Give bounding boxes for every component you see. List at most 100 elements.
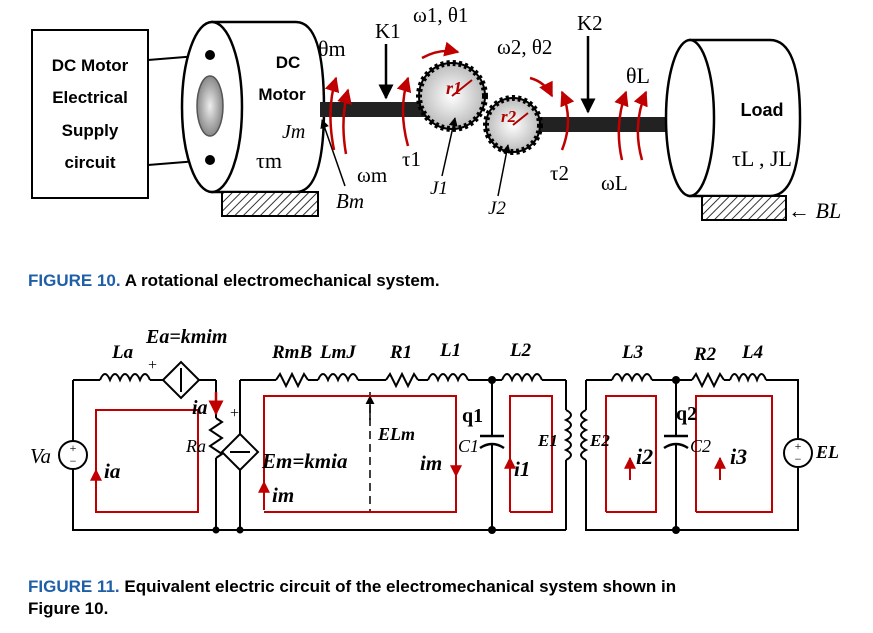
label-Ea: Ea=kmim: [145, 326, 227, 348]
label-L2: L2: [509, 340, 532, 361]
label-i2: i2: [636, 444, 653, 469]
load-body: [688, 38, 802, 198]
inductor-L2: [501, 373, 543, 383]
rot-arrow-omega2: [529, 76, 554, 98]
caption-figure-11: FIGURE 11. Equivalent electric circuit o…: [28, 576, 676, 620]
label-jm: Jm: [282, 121, 305, 143]
label-L1: L1: [439, 340, 461, 361]
wire-left-loop: [72, 380, 240, 531]
rot-arrow-tau2: [560, 90, 575, 151]
rot-arrow-theta-m: [324, 76, 340, 151]
loop-i1: [509, 395, 553, 513]
loop-i2: [605, 395, 657, 513]
label-omega1-theta1: ω1, θ1: [413, 3, 468, 27]
label-theta-m: θm: [318, 36, 346, 61]
label-ia-loop: ia: [104, 459, 120, 483]
coil-E2: [580, 409, 589, 461]
label-im-right: im: [420, 451, 442, 475]
label-q1: q1: [462, 405, 483, 427]
label-tauL-JL: τL , JL: [732, 146, 792, 171]
caption-11-text-2: Figure 10.: [28, 599, 109, 618]
loop-im: [263, 395, 457, 513]
rot-arrow-thetaL: [614, 90, 629, 161]
label-ia-src: ia: [192, 397, 208, 419]
rot-arrow-omega-m: [337, 88, 352, 155]
coil-E1: [563, 409, 572, 461]
inductor-LmJ: [317, 373, 359, 383]
label-plus-a: +: [148, 357, 157, 374]
label-tau2: τ2: [550, 161, 569, 185]
label-Ra: Ra: [185, 436, 206, 456]
rot-arrow-omegaL: [633, 90, 648, 161]
label-tau-m: τm: [256, 148, 282, 173]
label-Bm: Bm: [336, 189, 364, 213]
label-C1: C1: [458, 436, 479, 456]
terminal-top: [205, 50, 215, 60]
node-left-bottom: [212, 526, 220, 534]
rot-arrow-omega1: [421, 41, 460, 60]
label-q2: q2: [676, 403, 697, 425]
pointer-J2: [497, 144, 511, 197]
resistor-R2: [691, 371, 725, 389]
shaft-gear2-load: [530, 117, 690, 132]
label-Em: Em=kmia: [261, 449, 347, 473]
label-plus-m: +: [230, 405, 239, 422]
figure-10: DC Motor Electrical Supply circuit DC Mo…: [31, 3, 841, 223]
motor-core: [196, 75, 224, 137]
pointer-J1: [441, 117, 458, 177]
label-R1: R1: [389, 342, 412, 363]
supply-line-4: circuit: [64, 153, 115, 172]
terminal-bottom: [205, 155, 215, 165]
pointer-Bm: [320, 119, 346, 187]
resistor-Ra: [208, 417, 224, 459]
caption-11-text: Equivalent electric circuit of the elect…: [124, 577, 677, 596]
loop-i3: [695, 395, 773, 513]
gear-2-teeth: [483, 95, 543, 155]
label-K1: K1: [375, 19, 401, 43]
label-omega-m: ωm: [357, 163, 387, 187]
load-base: [701, 195, 787, 221]
motor-base: [221, 191, 319, 217]
resistor-RmB: [275, 371, 309, 389]
node-q2-bottom: [672, 526, 680, 534]
label-C2: C2: [690, 436, 711, 456]
loop-ia: [95, 409, 199, 513]
load-face: [664, 38, 716, 198]
label-i3: i3: [730, 444, 747, 469]
caption-10-label: FIGURE 10.: [28, 271, 121, 290]
node-mid-bottom: [236, 526, 244, 534]
inductor-L1: [427, 373, 469, 383]
node-q1-bottom: [488, 526, 496, 534]
caption-figure-10: FIGURE 10. A rotational electromechanica…: [28, 270, 440, 292]
label-LmJ: LmJ: [319, 342, 356, 363]
label-theta-L: θL: [626, 63, 650, 88]
gear-1-teeth: [416, 60, 488, 132]
label-omega2-theta2: ω2, θ2: [497, 35, 552, 59]
gear-1-radius: [451, 79, 473, 97]
label-E2: E2: [589, 431, 610, 450]
inductor-La: [99, 373, 151, 383]
motor-label-motor: Motor: [258, 85, 306, 104]
label-La: La: [111, 342, 134, 363]
wire-right-loop: [585, 379, 799, 531]
load-label: Load: [741, 100, 784, 120]
supply-line-1: DC Motor: [52, 56, 129, 75]
source-EL: [783, 438, 813, 468]
inductor-L3: [611, 373, 653, 383]
label-i1: i1: [514, 457, 530, 481]
source-EL-plus: +: [795, 439, 802, 453]
figure-11: + − Va La Ea=kmim + ia + Ra ia: [30, 326, 839, 534]
supply-line-2: Electrical: [52, 88, 128, 107]
label-ELm: ELm: [377, 424, 415, 444]
label-omega-L: ωL: [601, 171, 628, 195]
label-L4: L4: [741, 342, 763, 363]
label-Va: Va: [30, 444, 51, 468]
source-Va-plus: +: [70, 441, 77, 455]
resistor-R1: [385, 371, 419, 389]
inductor-L4: [729, 373, 767, 383]
label-im-left: im: [272, 483, 294, 507]
source-EL-minus: −: [795, 452, 802, 466]
motor-label-dc: DC: [276, 53, 301, 72]
label-K2: K2: [577, 11, 603, 35]
label-r1: r1: [446, 78, 462, 98]
